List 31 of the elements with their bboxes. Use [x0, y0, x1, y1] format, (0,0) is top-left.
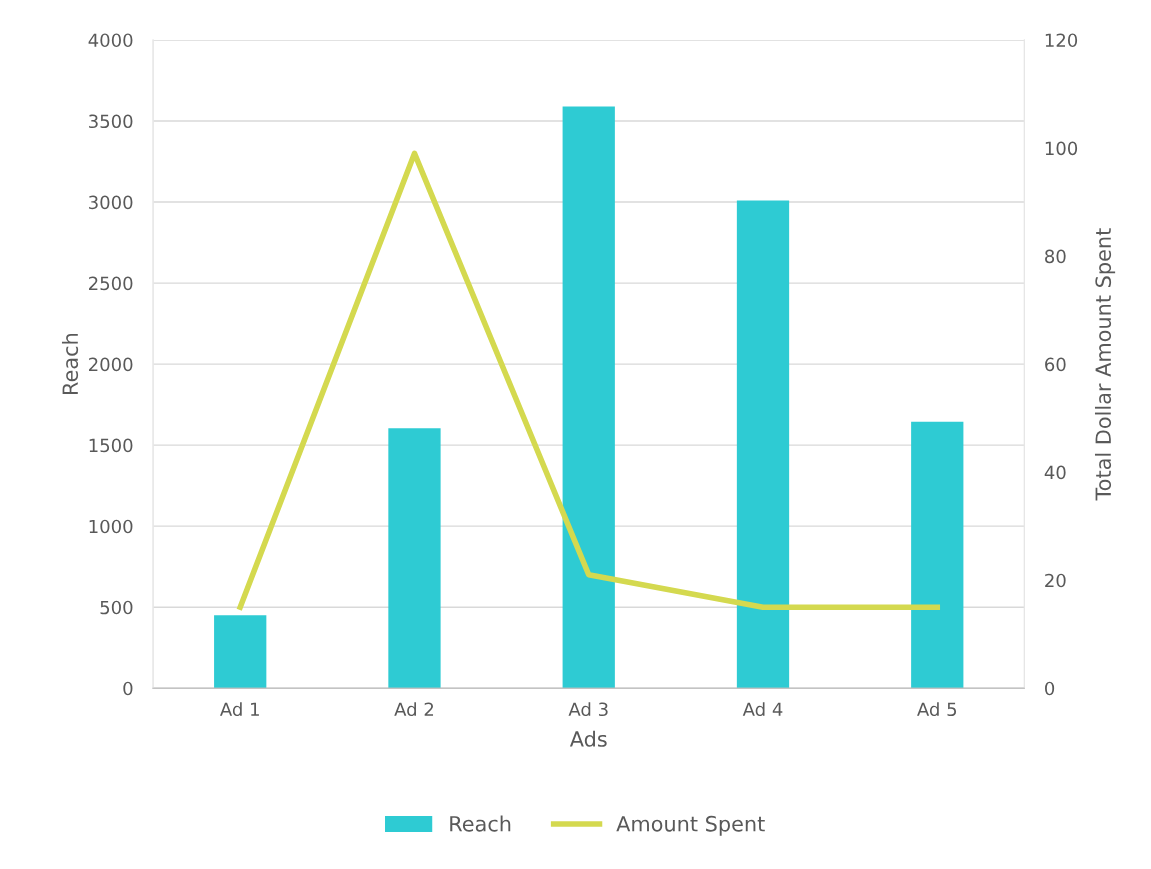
bar	[562, 106, 615, 689]
bar	[911, 421, 964, 689]
y-axis-title: Reach	[61, 333, 79, 394]
x-tick-label: Ad 1	[219, 702, 259, 717]
y2-axis-title: Total Dollar Amount Spent	[1094, 228, 1116, 501]
y-tick-label: 3500	[89, 114, 133, 129]
y2-tick-label: 120	[1045, 33, 1078, 48]
y-tick-label: 0	[123, 681, 133, 696]
y-tick-label: 2000	[89, 357, 133, 372]
y-tick-label: 2500	[89, 276, 133, 291]
x-tick-label: Ad 5	[917, 702, 957, 717]
legend-label: Reach	[450, 815, 511, 832]
bar	[214, 615, 267, 689]
y-tick-label: 3000	[89, 195, 133, 210]
x-tick-label: Ad 2	[394, 702, 434, 717]
bar	[388, 428, 441, 689]
x-tick-label: Ad 3	[568, 702, 608, 717]
y-tick-label: 1500	[89, 438, 133, 453]
y2-tick-label: 80	[1045, 249, 1066, 264]
y2-tick-label: 0	[1045, 681, 1055, 696]
y2-tick-label: 20	[1045, 573, 1066, 588]
y-tick-label: 1000	[89, 519, 133, 534]
y2-tick-label: 40	[1044, 465, 1066, 480]
bar	[736, 200, 790, 689]
y-tick-label: 500	[100, 600, 133, 615]
x-tick-label: Ad 4	[742, 702, 783, 717]
y2-tick-label: 100	[1045, 141, 1078, 156]
y2-tick-label: 60	[1045, 357, 1066, 372]
y-tick-label: 4000	[88, 33, 133, 48]
x-axis-title: Ads	[569, 730, 607, 747]
legend-label: Amount Spent	[616, 815, 765, 836]
